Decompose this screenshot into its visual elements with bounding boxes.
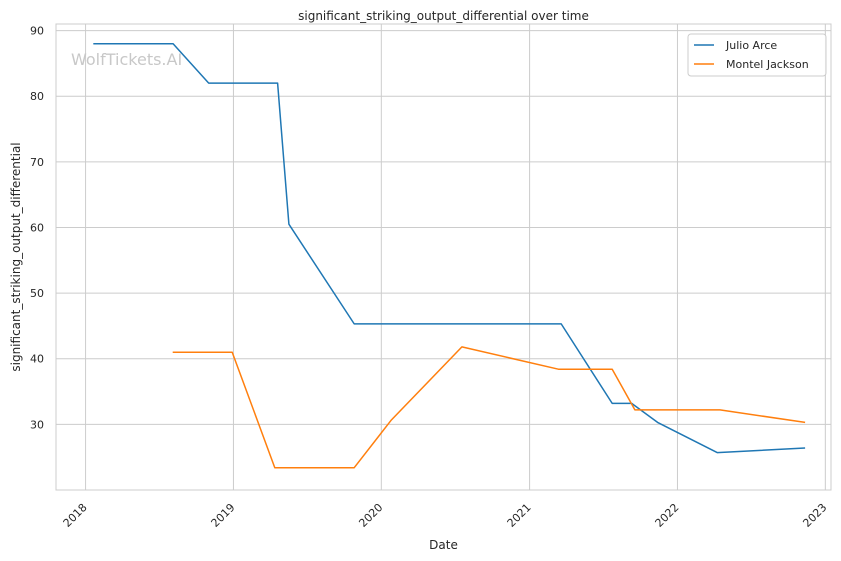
series-line-1 — [93, 42, 806, 454]
plot-frame — [55, 23, 832, 491]
y-axis-label: significant_striking_output_differential — [9, 142, 23, 371]
y-tick-label: 40 — [30, 353, 44, 366]
watermark: WolfTickets.AI — [71, 50, 182, 69]
y-tick-label: 90 — [30, 25, 44, 38]
x-axis-label: Date — [429, 538, 458, 552]
y-tick-label: 80 — [30, 90, 44, 103]
y-tick-label: 30 — [30, 418, 44, 431]
series-line-2 — [172, 346, 806, 469]
legend-label: Montel Jackson — [726, 58, 809, 71]
legend-label: Julio Arce — [725, 39, 777, 52]
legend-box — [687, 33, 827, 77]
series-layer — [93, 42, 806, 469]
legend: Julio Arce Montel Jackson — [687, 33, 827, 77]
y-tick-label: 70 — [30, 156, 44, 169]
y-tick-labels: 30 40 50 60 70 80 90 — [30, 25, 44, 432]
chart-title: significant_striking_output_differential… — [298, 9, 589, 23]
grid — [56, 24, 831, 490]
y-tick-label: 60 — [30, 221, 44, 234]
y-tick-label: 50 — [30, 287, 44, 300]
